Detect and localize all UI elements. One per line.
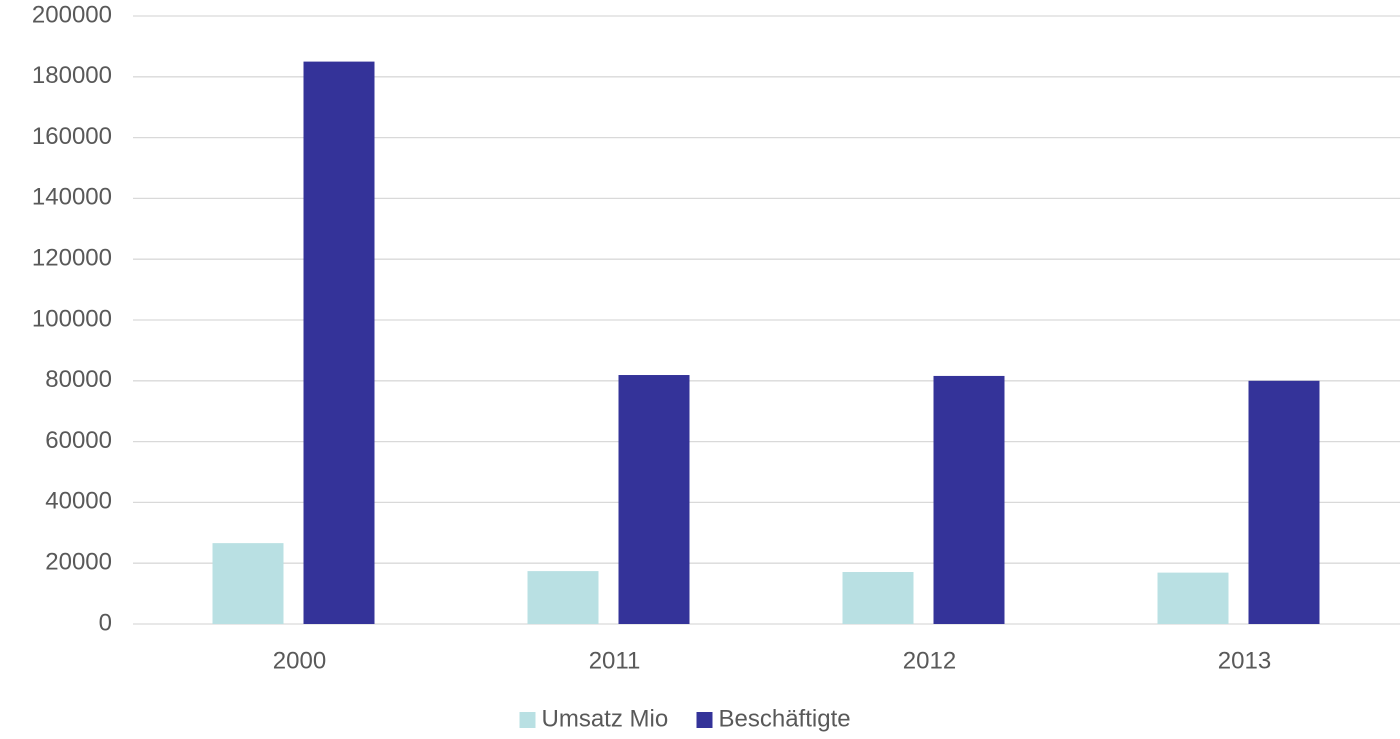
- y-tick-label: 80000: [45, 366, 112, 393]
- legend-label: Umsatz Mio: [542, 705, 669, 732]
- legend-swatch: [696, 712, 713, 728]
- legend-label: Beschäftigte: [719, 705, 851, 732]
- y-tick-label: 180000: [32, 62, 112, 89]
- x-tick-label: 2000: [273, 647, 326, 674]
- y-tick-label: 0: [99, 609, 112, 636]
- x-tick-label: 2011: [589, 647, 641, 674]
- y-tick-label: 140000: [32, 184, 112, 211]
- bar: [1248, 380, 1320, 624]
- bar: [933, 375, 1005, 624]
- y-tick-label: 160000: [32, 123, 112, 150]
- bar: [212, 543, 284, 624]
- x-tick-label: 2013: [1218, 647, 1271, 674]
- y-tick-label: 60000: [45, 427, 112, 454]
- y-tick-label: 200000: [32, 1, 112, 28]
- bar: [618, 375, 690, 624]
- bar: [842, 572, 914, 624]
- y-tick-label: 120000: [32, 245, 112, 272]
- bar: [303, 61, 375, 625]
- legend-swatch: [519, 712, 536, 728]
- y-tick-label: 20000: [45, 549, 112, 576]
- y-tick-label: 40000: [45, 488, 112, 515]
- y-tick-label: 100000: [32, 305, 112, 332]
- bar: [1157, 572, 1229, 624]
- bar: [527, 571, 599, 624]
- x-tick-label: 2012: [903, 647, 956, 674]
